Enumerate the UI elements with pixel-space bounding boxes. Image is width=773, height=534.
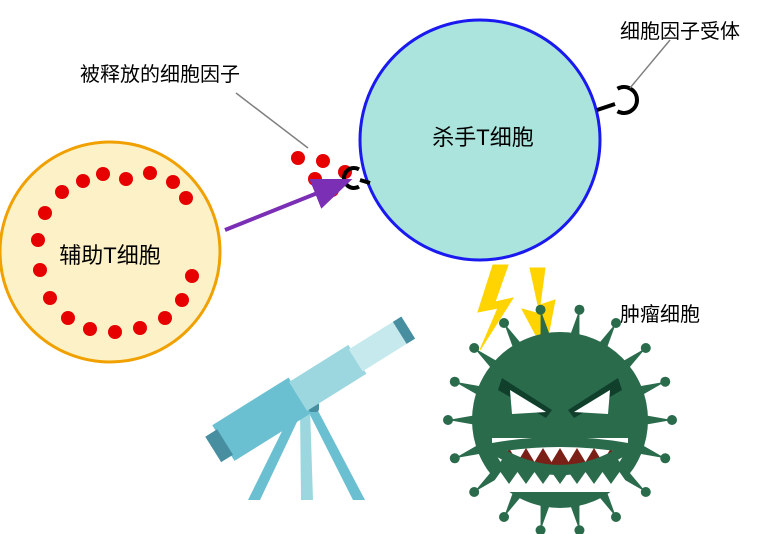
cytokine-dot — [83, 322, 97, 336]
leader-line-cytokine — [236, 93, 308, 148]
cytokine-dot — [158, 311, 172, 325]
label-cytokine-receptor: 细胞因子受体 — [620, 15, 740, 44]
cytokine-dot — [61, 311, 75, 325]
cytokine-dot — [133, 321, 147, 335]
cytokine-dot — [175, 293, 189, 307]
receptor-right — [618, 87, 638, 113]
cytokine-dot — [43, 291, 57, 305]
cytokine-dot — [108, 325, 122, 339]
cytokine-dot — [33, 263, 47, 277]
cytokine-dot — [179, 191, 193, 205]
cytokine-dot — [308, 172, 322, 186]
cytokine-dot — [76, 174, 90, 188]
label-killer-t-cell: 杀手T细胞 — [428, 120, 538, 152]
label-tumor-cell: 肿瘤细胞 — [620, 298, 700, 327]
cytokine-dot — [166, 175, 180, 189]
telescope-icon — [202, 310, 419, 500]
cytokine-dot — [38, 206, 52, 220]
tumor-cell — [443, 305, 677, 534]
cytokine-dot — [31, 233, 45, 247]
cytokine-dot — [96, 167, 110, 181]
cytokine-dot — [316, 154, 330, 168]
diagram-canvas: 被释放的细胞因子 细胞因子受体 辅助T细胞 杀手T细胞 肿瘤细胞 — [0, 0, 773, 534]
receptor-right-stem — [597, 104, 615, 110]
cytokine-dot — [185, 269, 199, 283]
label-released-cytokines: 被释放的细胞因子 — [80, 58, 240, 87]
cytokine-dot — [291, 151, 305, 165]
cytokine-arrow — [225, 182, 345, 230]
lightning-bolt — [478, 265, 513, 350]
label-helper-t-cell: 辅助T细胞 — [55, 238, 165, 270]
cytokine-dot — [143, 166, 157, 180]
cytokine-dot — [119, 172, 133, 186]
cytokine-dot — [55, 185, 69, 199]
leader-line-receptor — [630, 40, 670, 88]
